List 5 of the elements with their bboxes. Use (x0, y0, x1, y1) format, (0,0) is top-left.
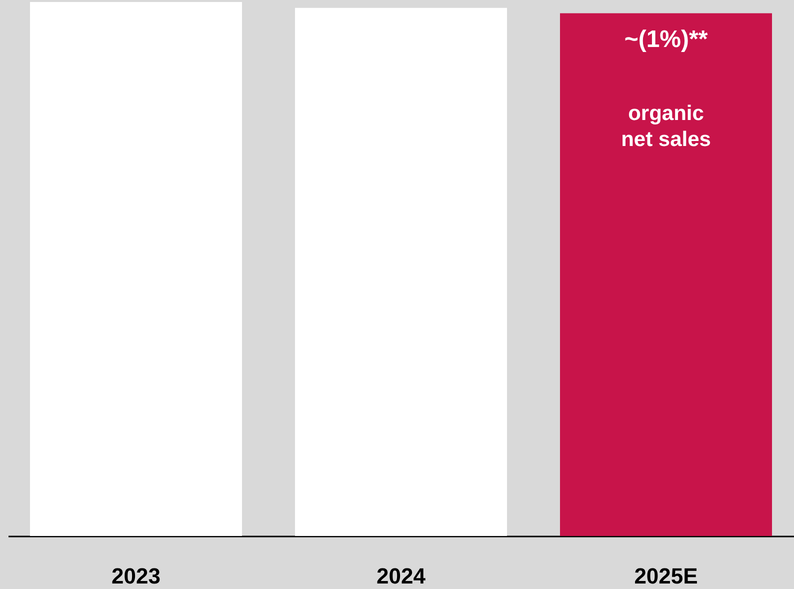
x-tick-label: 2025E (634, 564, 698, 588)
x-tick-label: 2023 (112, 564, 160, 588)
annotation: ~(1%)** (624, 26, 708, 53)
x-tick-label: 2024 (376, 564, 426, 588)
annotation: organic net sales (621, 102, 711, 151)
